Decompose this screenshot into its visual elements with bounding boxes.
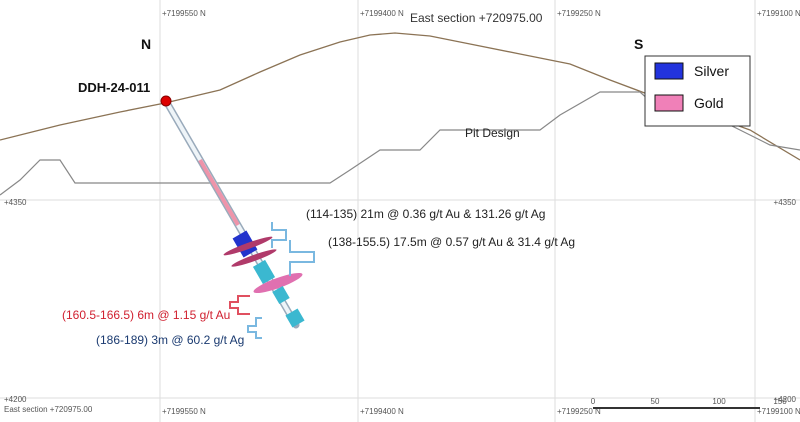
scale-label: 50 [651,397,660,406]
brackets [229,222,315,339]
elevation-label: +4350 [774,198,797,207]
scale-label: 150 [773,397,787,406]
scale-label: 0 [591,397,596,406]
section-title: East section +720975.00 [410,11,543,25]
northing-label: +7199250 N [557,407,601,416]
drillhole-id: DDH-24-011 [78,80,150,95]
pit-label: Pit Design [465,126,520,140]
elevation-label: +4200 [4,395,27,404]
drillhole [160,95,305,329]
intercept-label: (186-189) 3m @ 60.2 g/t Ag [96,333,244,347]
elevation-label: +4350 [4,198,27,207]
northing-label: +7199400 N [360,9,404,18]
north-label: N [141,36,151,52]
northing-label: +7199550 N [162,9,206,18]
intercept-label: (160.5-166.5) 6m @ 1.15 g/t Au [62,308,230,322]
legend [644,55,751,127]
northing-label: +7199100 N [757,9,800,18]
elevation-label: +4200 [774,395,797,404]
section-footer: East section +720975.00 [4,405,93,414]
northing-label: +7199250 N [557,9,601,18]
northing-label: +7199100 N [757,407,800,416]
legend-label: Silver [694,63,729,79]
northing-label: +7199400 N [360,407,404,416]
northing-label: +7199550 N [162,407,206,416]
intercept-label: (114-135) 21m @ 0.36 g/t Au & 131.26 g/t… [306,207,545,221]
intercept-label: (138-155.5) 17.5m @ 0.57 g/t Au & 31.4 g… [328,235,575,249]
scale-label: 100 [712,397,726,406]
south-label: S [634,36,643,52]
legend-label: Gold [694,95,724,111]
